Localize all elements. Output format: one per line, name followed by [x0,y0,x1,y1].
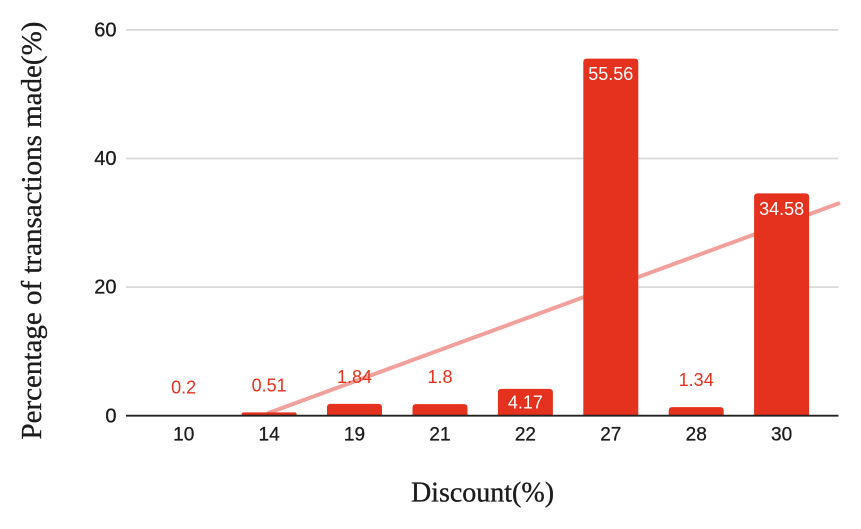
svg-text:0: 0 [105,405,116,427]
svg-text:14: 14 [259,425,281,446]
svg-text:4.17: 4.17 [508,393,543,413]
svg-text:Discount(%): Discount(%) [411,478,554,509]
svg-text:27: 27 [600,425,621,446]
svg-text:10: 10 [173,425,194,446]
svg-text:40: 40 [94,148,116,170]
svg-text:55.56: 55.56 [588,64,633,84]
svg-text:1.8: 1.8 [427,367,452,387]
svg-text:34.58: 34.58 [759,199,804,219]
svg-text:19: 19 [344,425,365,446]
svg-text:1.84: 1.84 [337,367,372,387]
svg-text:Percentage of transactions mad: Percentage of transactions made(%) [16,22,48,440]
svg-text:22: 22 [515,425,536,446]
svg-text:28: 28 [686,425,707,446]
svg-text:20: 20 [94,277,116,299]
svg-text:30: 30 [771,425,792,446]
svg-text:0.51: 0.51 [252,375,287,395]
svg-text:0.2: 0.2 [171,377,196,397]
svg-text:60: 60 [94,20,116,42]
svg-text:1.34: 1.34 [679,370,714,390]
svg-text:21: 21 [429,425,450,446]
